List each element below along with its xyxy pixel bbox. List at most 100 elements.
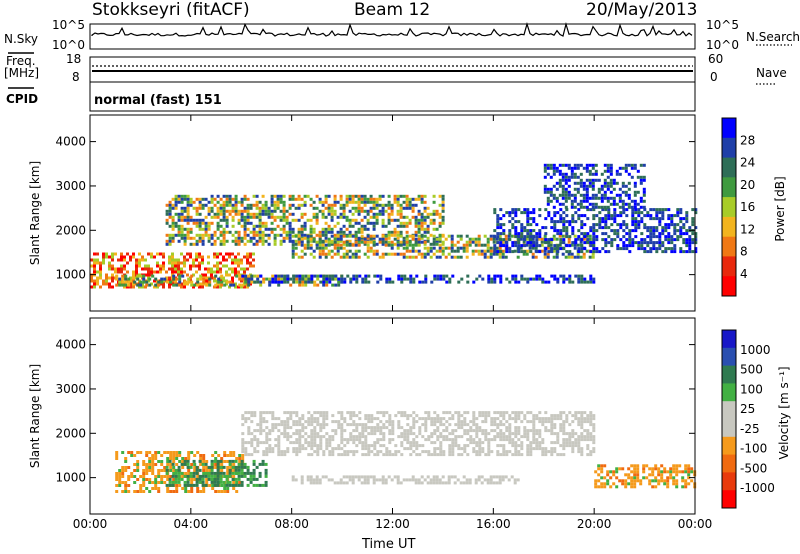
echo-cell (612, 482, 616, 486)
echo-cell (589, 226, 593, 230)
echo-cell (582, 196, 586, 200)
echo-cell (550, 423, 554, 427)
echo-cell (258, 200, 262, 204)
echo-cell (124, 283, 128, 287)
echo-cell (247, 280, 251, 284)
echo-cell (399, 215, 403, 219)
echo-cell (661, 244, 665, 248)
echo-cell (493, 420, 497, 424)
echo-cell (571, 226, 575, 230)
echo-cell (252, 462, 256, 466)
echo-cell (649, 235, 653, 239)
echo-cell (312, 215, 316, 219)
echo-cell (357, 237, 361, 241)
echo-cell (445, 426, 449, 430)
echo-cell (213, 474, 217, 478)
echo-cell (538, 441, 542, 445)
echo-cell (213, 215, 217, 219)
echo-cell (216, 264, 219, 268)
colorbar-segment (722, 330, 736, 349)
echo-cell (622, 208, 626, 212)
echo-cell (421, 435, 425, 439)
echo-cell (247, 283, 251, 287)
echo-cell (402, 242, 406, 246)
echo-cell (204, 227, 208, 231)
echo-cell (529, 420, 533, 424)
echo-cell (616, 232, 620, 236)
echo-cell (550, 217, 554, 221)
echo-cell (183, 233, 187, 237)
echo-cell (606, 184, 610, 188)
echo-cell (331, 420, 335, 424)
echo-cell (505, 426, 509, 430)
echo-cell (573, 163, 577, 167)
echo-cell (576, 255, 580, 259)
echo-cell (372, 236, 376, 240)
echo-cell (553, 274, 557, 278)
echo-cell (330, 242, 334, 246)
echo-cell (342, 212, 346, 216)
echo-cell (174, 224, 178, 228)
echo-cell (523, 226, 527, 230)
echo-cell (687, 473, 691, 477)
echo-cell (396, 236, 400, 240)
echo-cell (250, 444, 254, 448)
echo-cell (621, 482, 625, 486)
echo-cell (589, 280, 593, 284)
echo-cell (558, 163, 562, 167)
echo-cell (679, 247, 683, 251)
echo-cell (274, 277, 278, 281)
echo-cell (511, 417, 515, 421)
echo-cell (408, 243, 412, 247)
echo-cell (402, 221, 406, 225)
echo-cell (427, 450, 431, 454)
echo-cell (486, 237, 490, 241)
echo-cell (687, 470, 691, 474)
echo-cell (565, 277, 569, 281)
y-tick-label: 3000 (55, 179, 86, 193)
echo-cell (633, 482, 637, 486)
echo-cell (546, 202, 550, 206)
echo-cell (198, 197, 202, 201)
echo-cell (379, 426, 383, 430)
echo-cell (372, 221, 376, 225)
echo-cell (216, 459, 220, 463)
echo-cell (189, 215, 193, 219)
echo-cell (573, 166, 577, 170)
colorbar-segment (722, 401, 736, 420)
echo-cell (610, 217, 614, 221)
echo-cell (568, 235, 572, 239)
echo-cell (396, 200, 400, 204)
echo-cell (189, 267, 192, 271)
echo-cell (330, 203, 334, 207)
echo-cell (199, 274, 203, 278)
echo-cell (453, 475, 457, 479)
echo-cell (441, 200, 445, 204)
echo-cell (615, 467, 619, 471)
echo-cell (342, 255, 346, 259)
echo-cell (141, 255, 144, 259)
echo-cell (111, 276, 114, 280)
echo-cell (675, 482, 679, 486)
echo-cell (481, 429, 485, 433)
echo-cell (249, 203, 253, 207)
echo-cell (198, 200, 202, 204)
echo-cell (195, 258, 198, 262)
echo-cell (349, 432, 353, 436)
echo-cell (426, 475, 430, 479)
echo-cell (102, 282, 105, 286)
echo-cell (195, 209, 199, 213)
echo-cell (526, 453, 530, 457)
echo-cell (643, 214, 647, 218)
echo-cell (517, 220, 521, 224)
echo-cell (514, 447, 518, 451)
echo-cell (124, 280, 128, 284)
echo-cell (180, 194, 184, 198)
echo-cell (307, 453, 311, 457)
echo-cell (171, 480, 175, 484)
echo-cell (165, 212, 169, 216)
echo-cell (286, 438, 290, 442)
echo-cell (562, 420, 566, 424)
echo-cell (255, 200, 259, 204)
echo-cell (192, 236, 196, 240)
